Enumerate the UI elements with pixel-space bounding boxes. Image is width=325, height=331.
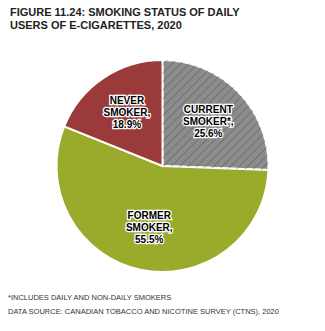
chart: FIGURE 11.24: SMOKING STATUS OF DAILYUSE… (0, 0, 325, 331)
slice (64, 60, 162, 166)
slice-label-line: NEVER (110, 95, 145, 106)
slice-label-line: SMOKER, (126, 222, 173, 233)
footnote: *INCLUDES DAILY AND NON-DAILY SMOKERS (8, 293, 171, 302)
pie: CURRENTSMOKER*,25.6%FORMERSMOKER,55.5%NE… (57, 60, 269, 272)
slice-label-line: SMOKER*, (183, 116, 234, 127)
slice-label-line: SMOKER, (104, 107, 151, 118)
title-line: FIGURE 11.24: SMOKING STATUS OF DAILY (10, 6, 240, 18)
slice-label: NEVERSMOKER, (104, 95, 151, 118)
footnote: DATA SOURCE: CANADIAN TOBACCO AND NICOTI… (8, 307, 279, 316)
value-label: 25.6% (194, 128, 222, 139)
title: FIGURE 11.24: SMOKING STATUS OF DAILYUSE… (10, 6, 240, 31)
value-label: 18.9% (113, 119, 141, 130)
slice-label-line: CURRENT (184, 104, 233, 115)
title-line: USERS OF E-CIGARETTES, 2020 (10, 19, 182, 31)
slice-label: CURRENTSMOKER*, (183, 104, 234, 127)
slice-label: FORMERSMOKER, (126, 210, 173, 233)
slice-label-line: FORMER (128, 210, 172, 221)
slice-hatch (163, 60, 269, 170)
value-label: 55.5% (135, 234, 163, 245)
slice (163, 60, 269, 170)
